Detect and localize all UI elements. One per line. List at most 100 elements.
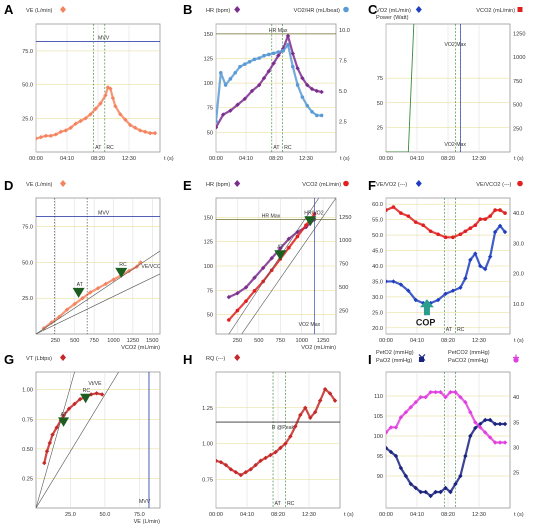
data-point xyxy=(276,53,281,58)
data-point xyxy=(267,52,271,57)
data-point xyxy=(257,56,262,60)
data-point xyxy=(228,77,233,81)
data-point xyxy=(261,75,267,81)
y-tick-label: 125 xyxy=(204,240,213,246)
data-point xyxy=(438,389,443,395)
y-tick-label: 0.75 xyxy=(202,477,213,483)
y-tick-label: 0.25 xyxy=(22,476,33,482)
data-point xyxy=(463,229,468,234)
data-point xyxy=(49,320,54,325)
vo2-max-label-top: VO2 Max xyxy=(444,42,466,48)
x-tick-label: 04:10 xyxy=(60,156,74,162)
x-tick-label: 00:00 xyxy=(379,338,393,344)
data-point xyxy=(252,57,257,62)
panel-b: B 00:00 04:10 08:20 12:30 50 75 100 125 150 2.5 5.0… xyxy=(183,2,350,162)
data-point xyxy=(238,64,242,69)
data-point xyxy=(473,223,478,227)
data-point xyxy=(487,417,493,423)
data-point xyxy=(42,460,47,466)
data-point xyxy=(47,440,52,446)
x-tick-label: 08:20 xyxy=(271,512,285,518)
at-triangle-label: AT xyxy=(77,282,84,288)
data-point xyxy=(278,246,283,251)
plot-area xyxy=(386,372,508,508)
data-point xyxy=(235,291,240,296)
plot-frame xyxy=(35,197,161,335)
data-point xyxy=(327,391,333,396)
data-point xyxy=(478,217,483,221)
data-point xyxy=(497,421,503,427)
y-tick-label: 1.00 xyxy=(202,442,213,448)
y-axis-marker xyxy=(415,180,422,187)
y-tick-label: 50.0 xyxy=(22,260,33,266)
series-line-vco2 xyxy=(386,0,505,4)
x-unit-label: t (s) xyxy=(514,512,524,518)
legend-paco2: PaCO2 (mmHg) xyxy=(448,358,488,364)
panel-a: A 00:00 04:10 08:20 12:30 25.0 50.0 75.0 t (s) VE… xyxy=(4,2,174,162)
data-point xyxy=(483,266,488,272)
data-point xyxy=(473,425,478,431)
data-point xyxy=(463,400,468,405)
x-tick-label: 12:30 xyxy=(122,156,136,162)
y-tick-label: 25 xyxy=(377,125,383,131)
panel-e: E 250 500 750 1000 1250 50 75 100 125 150 250 500 750… xyxy=(183,178,351,351)
y2-tick-label: 35 xyxy=(513,420,519,426)
data-point xyxy=(295,66,300,71)
y-axis-label: VT (Lbtps) xyxy=(26,356,52,362)
data-point xyxy=(492,421,498,427)
y2-tick-label: 40.0 xyxy=(513,211,524,217)
data-point xyxy=(398,415,404,420)
data-point xyxy=(78,118,83,124)
data-point xyxy=(219,70,223,75)
data-point xyxy=(393,425,399,430)
data-point xyxy=(95,285,101,291)
plot-area: AT RC R @Peak xyxy=(216,372,340,508)
x-tick-label: 500 xyxy=(254,338,263,344)
rc-triangle xyxy=(80,393,92,404)
x-tick-label: 12:30 xyxy=(472,338,486,344)
y-tick-label: 35.0 xyxy=(372,279,383,285)
y2-tick-label: 7.5 xyxy=(339,59,347,65)
y-tick-label: 95 xyxy=(377,454,383,460)
data-point xyxy=(305,103,310,108)
y2-axis-label: VCO2 (mL/min) xyxy=(476,8,515,14)
data-point xyxy=(295,229,300,235)
data-point xyxy=(50,432,55,437)
legend-pao2-marker xyxy=(419,357,424,362)
y-axis-marker xyxy=(60,354,66,361)
y-axis-marker xyxy=(234,6,241,13)
y2-tick-label: 2.5 xyxy=(339,120,347,126)
data-point xyxy=(450,288,456,293)
data-point xyxy=(248,467,253,472)
panel-letter: I xyxy=(368,352,372,367)
data-point xyxy=(493,208,497,212)
data-point xyxy=(281,49,286,53)
data-point xyxy=(408,405,413,410)
y-axis-marker xyxy=(234,354,241,361)
data-point xyxy=(287,245,291,250)
data-point xyxy=(269,256,274,261)
reference-line xyxy=(241,198,336,334)
data-point xyxy=(128,122,133,128)
x-tick-label: 04:10 xyxy=(239,156,253,162)
data-point xyxy=(228,467,234,472)
data-point xyxy=(386,208,388,212)
data-point xyxy=(223,462,229,468)
mvv-label: MVV xyxy=(139,499,151,505)
data-point xyxy=(428,229,433,234)
data-point xyxy=(61,413,66,418)
data-point xyxy=(403,473,409,479)
panel-letter: F xyxy=(368,178,376,193)
data-point xyxy=(300,75,305,81)
data-point xyxy=(152,130,158,136)
plot-area: AT RC COP xyxy=(386,198,508,334)
data-point xyxy=(492,229,498,235)
y3-axis-label: Power (Watt) xyxy=(376,15,409,21)
data-point xyxy=(492,440,498,445)
data-point xyxy=(72,401,77,407)
data-point xyxy=(216,125,219,130)
x-tick-label: 04:10 xyxy=(410,156,424,162)
x-tick-label: 1500 xyxy=(146,338,158,344)
y-tick-label: 75.0 xyxy=(22,49,33,55)
